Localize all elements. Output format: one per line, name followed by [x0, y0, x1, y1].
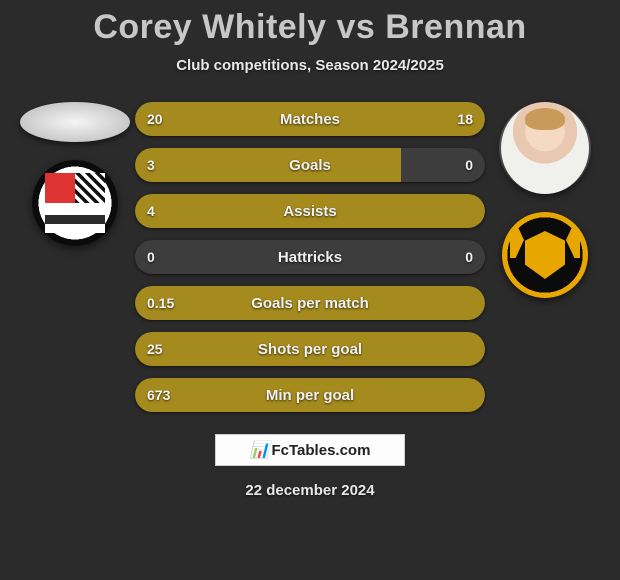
player-right-avatar — [499, 102, 591, 194]
stat-row: 25Shots per goal — [135, 332, 485, 366]
page-title: Corey Whitely vs Brennan — [0, 0, 620, 47]
crest-graphic — [45, 173, 105, 233]
stat-label: Min per goal — [135, 378, 485, 412]
stat-label: Shots per goal — [135, 332, 485, 366]
page-subtitle: Club competitions, Season 2024/2025 — [0, 57, 620, 74]
footer-date: 22 december 2024 — [0, 482, 620, 499]
right-player-column — [485, 102, 605, 298]
brand-text: FcTables.com — [272, 442, 371, 459]
stat-label: Goals per match — [135, 286, 485, 320]
stat-row: 0.15Goals per match — [135, 286, 485, 320]
left-player-column — [15, 102, 135, 246]
player-left-avatar — [20, 102, 130, 142]
stat-label: Goals — [135, 148, 485, 182]
club-left-crest — [32, 160, 118, 246]
stat-row: 2018Matches — [135, 102, 485, 136]
brand-badge: 📊 FcTables.com — [215, 434, 405, 466]
stat-row: 00Hattricks — [135, 240, 485, 274]
stat-bars: 2018Matches 30Goals 4Assists 00Hattricks 0.1… — [135, 102, 485, 412]
stat-label: Hattricks — [135, 240, 485, 274]
comparison-panel: 2018Matches 30Goals 4Assists 00Hattricks 0.1… — [0, 102, 620, 412]
club-right-crest — [502, 212, 588, 298]
stat-row: 4Assists — [135, 194, 485, 228]
stat-row: 673Min per goal — [135, 378, 485, 412]
stat-label: Assists — [135, 194, 485, 228]
chart-icon: 📊 — [250, 440, 268, 460]
stat-row: 30Goals — [135, 148, 485, 182]
stat-label: Matches — [135, 102, 485, 136]
